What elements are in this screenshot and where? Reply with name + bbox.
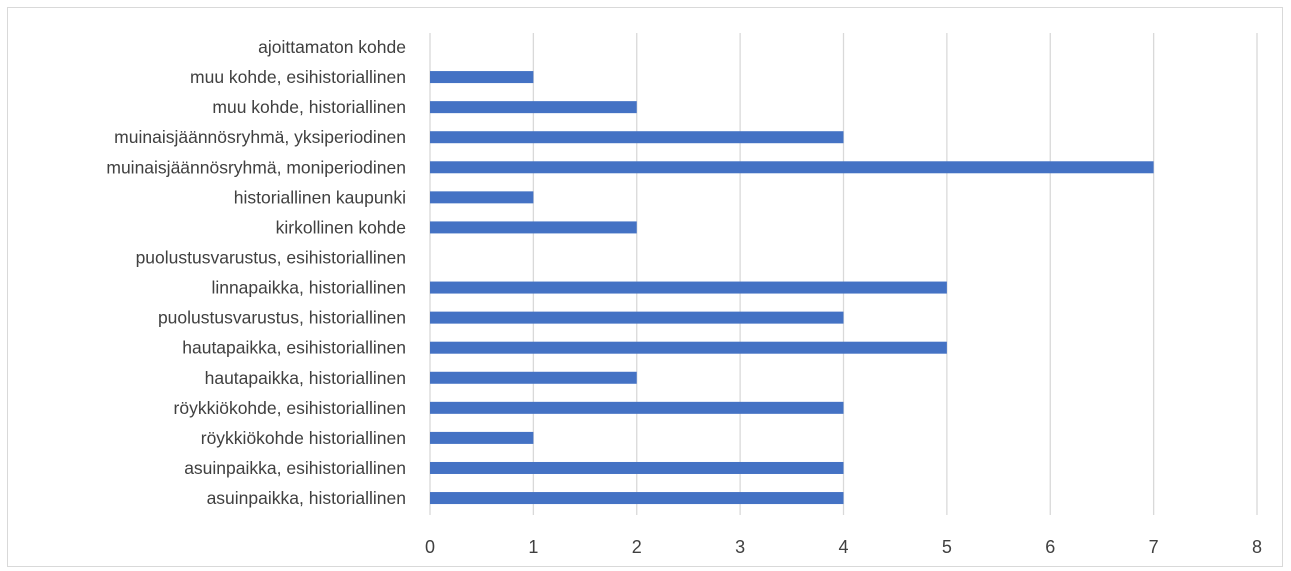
x-tick-label: 1: [528, 537, 538, 557]
category-label: muinaisjäännösryhmä, moniperiodinen: [106, 157, 406, 177]
category-label: kirkollinen kohde: [276, 217, 406, 237]
category-label: asuinpaikka, historiallinen: [207, 488, 406, 508]
bar: [430, 461, 844, 474]
category-label: hautapaikka, esihistoriallinen: [182, 338, 406, 358]
category-label: hautapaikka, historiallinen: [205, 368, 406, 388]
bars: [430, 71, 1154, 505]
category-label: röykkiökohde historiallinen: [201, 428, 406, 448]
category-label: muinaisjäännösryhmä, yksiperiodinen: [114, 127, 406, 147]
bar: [430, 131, 844, 144]
bar: [430, 101, 637, 114]
category-label: röykkiökohde, esihistoriallinen: [174, 398, 406, 418]
x-tick-label: 8: [1252, 537, 1262, 557]
category-label: muu kohde, historiallinen: [212, 97, 406, 117]
category-labels: ajoittamaton kohde muu kohde, esihistoria…: [106, 37, 406, 508]
bar: [430, 341, 947, 354]
x-tick-label: 0: [425, 537, 435, 557]
category-label: asuinpaikka, esihistoriallinen: [184, 458, 406, 478]
x-tick-labels: 0 1 2 3 4 5 6 7 8: [425, 537, 1262, 557]
category-label: muu kohde, esihistoriallinen: [190, 67, 406, 87]
bar: [430, 191, 534, 204]
x-tick-label: 5: [942, 537, 952, 557]
bar: [430, 492, 844, 505]
bar: [430, 371, 637, 384]
category-label: historiallinen kaupunki: [234, 187, 406, 207]
bar: [430, 311, 844, 324]
bar: [430, 431, 534, 444]
bar: [430, 401, 844, 414]
x-tick-label: 3: [735, 537, 745, 557]
category-label: linnapaikka, historiallinen: [211, 278, 406, 298]
category-label: puolustusvarustus, historiallinen: [158, 308, 406, 328]
x-tick-label: 4: [838, 537, 848, 557]
x-tick-label: 6: [1045, 537, 1055, 557]
x-tick-label: 7: [1149, 537, 1159, 557]
bar: [430, 281, 947, 294]
category-label: ajoittamaton kohde: [258, 37, 406, 57]
bar: [430, 71, 534, 84]
x-tick-label: 2: [632, 537, 642, 557]
category-label: puolustusvarustus, esihistoriallinen: [136, 247, 406, 267]
bar: [430, 221, 637, 234]
bar: [430, 161, 1154, 174]
